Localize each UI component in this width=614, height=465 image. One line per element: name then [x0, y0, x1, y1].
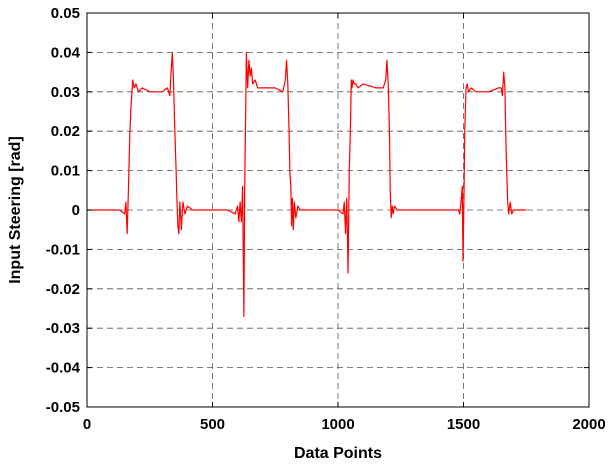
x-tick-label: 500 — [200, 416, 225, 433]
y-tick-label: 0.02 — [51, 123, 80, 140]
y-tick-label: -0.05 — [46, 399, 80, 416]
y-tick-label: 0.03 — [51, 84, 80, 101]
y-tick-label: -0.02 — [46, 281, 80, 298]
y-tick-label: -0.04 — [46, 360, 81, 377]
x-axis-label: Data Points — [294, 445, 382, 462]
y-axis-label: Input Steering [rad] — [7, 136, 24, 284]
y-tick-label: -0.03 — [46, 320, 80, 337]
y-tick-label: -0.01 — [46, 241, 80, 258]
ticks: -0.05 -0.04 -0.03 -0.02 -0.01 0 0.01 0.02 0.03 0.… — [46, 5, 606, 433]
y-tick-label: 0.05 — [51, 5, 80, 22]
series-layer — [87, 51, 527, 317]
x-tick-label: 0 — [83, 416, 91, 433]
x-tick-label: 1000 — [321, 416, 354, 433]
y-tick-label: 0.04 — [51, 44, 81, 61]
y-tick-label: 0 — [72, 202, 80, 219]
series-line-0 — [87, 51, 527, 317]
x-tick-label: 1500 — [447, 416, 480, 433]
x-tick-label: 2000 — [572, 416, 605, 433]
y-tick-label: 0.01 — [51, 163, 80, 180]
